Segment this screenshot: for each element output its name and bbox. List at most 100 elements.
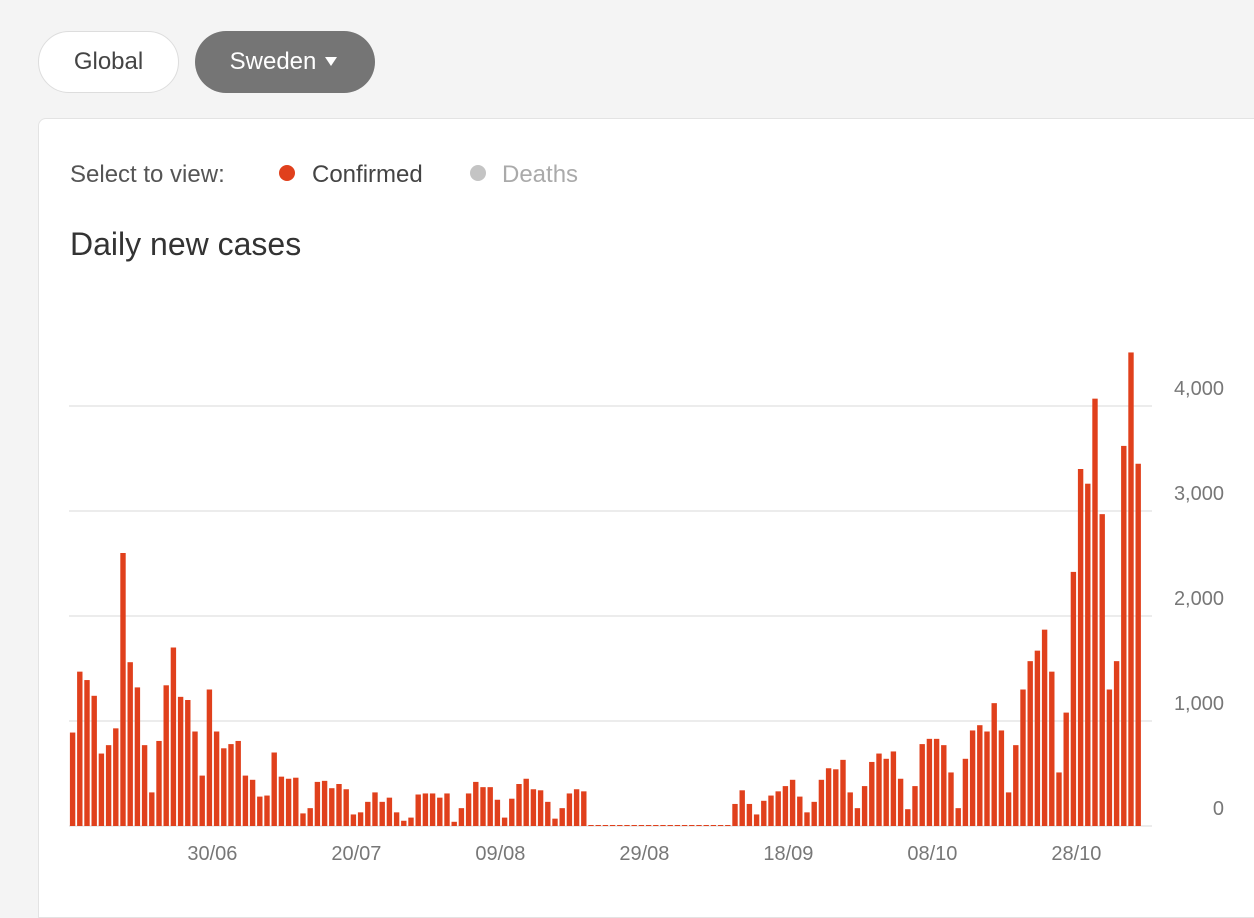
bar — [1085, 483, 1091, 826]
bar — [120, 553, 126, 826]
bar — [494, 799, 501, 826]
bar — [789, 779, 796, 826]
bar — [897, 778, 904, 826]
bar — [660, 825, 666, 826]
bar — [818, 779, 825, 826]
bar — [429, 793, 436, 826]
confirmed-option[interactable]: Confirmed — [312, 161, 423, 188]
bar — [761, 800, 767, 826]
bar — [840, 759, 846, 826]
bar — [681, 825, 688, 826]
bar — [127, 662, 133, 826]
bar — [1113, 661, 1120, 826]
bar — [962, 758, 969, 826]
bar — [264, 795, 270, 826]
bar — [285, 778, 292, 826]
bar — [1063, 712, 1069, 826]
bar — [984, 731, 990, 826]
bar — [631, 825, 637, 826]
bar — [177, 696, 184, 826]
bar — [329, 788, 335, 826]
bar — [1070, 571, 1077, 826]
bar — [343, 789, 349, 826]
bar — [602, 825, 609, 826]
dropdown-arrow — [325, 57, 338, 66]
bar — [581, 791, 587, 826]
y-tick-label: 1,000 — [1174, 693, 1224, 715]
bar — [653, 825, 659, 826]
bar — [221, 748, 227, 826]
bar — [833, 769, 839, 826]
bar — [357, 812, 364, 826]
y-tick-label: 4,000 — [1174, 378, 1224, 400]
bar — [717, 825, 724, 826]
bar — [473, 781, 479, 826]
bar — [156, 740, 162, 826]
selector-label: Select to view: — [70, 161, 225, 188]
bar — [645, 825, 652, 826]
bar — [249, 779, 256, 826]
bar — [487, 787, 493, 826]
bar — [588, 825, 594, 826]
bar — [955, 808, 961, 826]
confirmed-dot[interactable] — [279, 165, 295, 181]
tab-label: Sweden — [229, 48, 317, 75]
bar — [595, 825, 601, 826]
global-tab[interactable]: Global — [38, 31, 179, 93]
x-tick-label: 29/08 — [619, 843, 669, 865]
country-dropdown[interactable]: Sweden — [195, 31, 375, 93]
bar — [1099, 514, 1105, 826]
bar — [149, 792, 155, 826]
bar — [530, 789, 537, 826]
bar — [847, 792, 853, 826]
bar — [617, 825, 623, 826]
bar — [393, 812, 400, 826]
bar — [300, 813, 306, 826]
bar — [746, 803, 753, 826]
bar — [307, 808, 313, 826]
bar — [321, 780, 328, 826]
x-tick-label: 28/10 — [1051, 843, 1101, 865]
bar — [948, 772, 954, 826]
bar — [98, 753, 105, 826]
bar — [739, 790, 745, 826]
bar — [199, 775, 205, 826]
bar — [537, 790, 544, 826]
bar — [905, 809, 911, 826]
deaths-option[interactable]: Deaths — [502, 161, 578, 188]
bar — [689, 825, 695, 826]
bar — [465, 793, 472, 826]
bar — [350, 814, 357, 826]
bar — [941, 745, 947, 826]
bar — [869, 761, 875, 826]
bar — [185, 700, 191, 826]
bar — [408, 817, 414, 826]
bar — [854, 808, 861, 826]
bar — [782, 786, 789, 826]
bar — [1056, 772, 1062, 826]
bar — [163, 685, 169, 826]
tab-label: Global — [73, 48, 144, 75]
bar — [91, 695, 97, 826]
bar — [1106, 689, 1113, 826]
bar — [480, 787, 486, 826]
bar — [1135, 463, 1141, 826]
bar — [113, 728, 119, 826]
bar — [242, 775, 249, 826]
bar — [509, 798, 515, 826]
bar — [624, 825, 630, 826]
bar — [437, 797, 443, 826]
bar — [1020, 689, 1026, 826]
bar — [969, 730, 976, 826]
y-tick-label: 3,000 — [1174, 483, 1224, 505]
bar — [523, 778, 529, 826]
bar — [753, 814, 760, 826]
bar — [84, 680, 90, 826]
bar — [134, 687, 141, 826]
bar — [401, 820, 407, 826]
deaths-dot[interactable] — [470, 165, 486, 181]
bar — [365, 801, 371, 826]
x-tick-label: 18/09 — [763, 843, 813, 865]
